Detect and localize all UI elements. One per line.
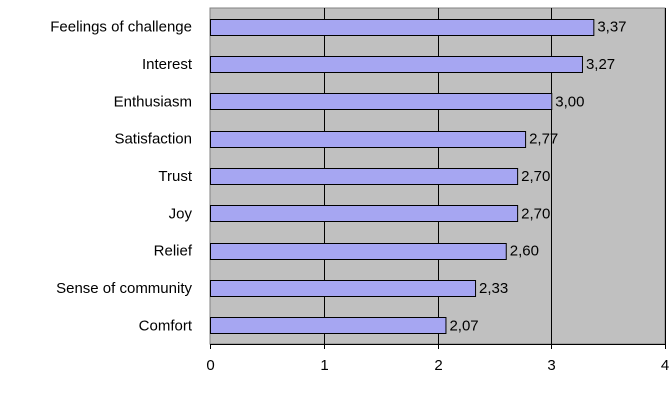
bar-7 <box>210 280 477 297</box>
bar-8 <box>210 317 447 334</box>
category-label-2: Enthusiasm <box>114 93 192 110</box>
category-label-5: Joy <box>169 205 193 222</box>
bar-4 <box>210 168 519 185</box>
bar-1 <box>210 56 583 73</box>
value-label-4: 2,70 <box>521 168 550 185</box>
category-label-0: Feelings of challenge <box>50 19 192 36</box>
category-labels: Feelings of challenge Interest Enthusiasm S… <box>50 19 193 335</box>
bar-3 <box>210 131 527 148</box>
bar-2 <box>210 93 553 110</box>
x-tick-label-1: 1 <box>320 357 328 374</box>
bar-5 <box>210 205 519 222</box>
value-labels: 3,37 3,27 3,00 2,77 2,70 2,70 2,60 2,33 2,07 <box>449 19 626 335</box>
value-label-5: 2,70 <box>521 205 550 222</box>
value-label-1: 3,27 <box>586 56 615 73</box>
x-tick-label-0: 0 <box>206 357 214 374</box>
category-label-4: Trust <box>158 168 192 185</box>
bars <box>210 19 595 334</box>
x-tick-label-3: 3 <box>547 357 555 374</box>
category-label-7: Sense of community <box>56 280 192 297</box>
value-label-3: 2,77 <box>529 131 558 148</box>
x-axis: 0 1 2 3 4 <box>206 344 669 374</box>
category-label-8: Comfort <box>139 317 193 334</box>
x-tick-label-2: 2 <box>434 357 442 374</box>
value-label-7: 2,33 <box>479 280 508 297</box>
bar-0 <box>210 19 595 36</box>
value-label-6: 2,60 <box>510 243 539 260</box>
value-label-0: 3,37 <box>597 19 626 36</box>
value-label-8: 2,07 <box>449 317 478 334</box>
x-tick-label-4: 4 <box>661 357 669 374</box>
category-label-3: Satisfaction <box>114 131 192 148</box>
bar-6 <box>210 243 507 260</box>
category-label-1: Interest <box>142 56 193 73</box>
category-label-6: Relief <box>154 243 193 260</box>
value-label-2: 3,00 <box>555 93 584 110</box>
